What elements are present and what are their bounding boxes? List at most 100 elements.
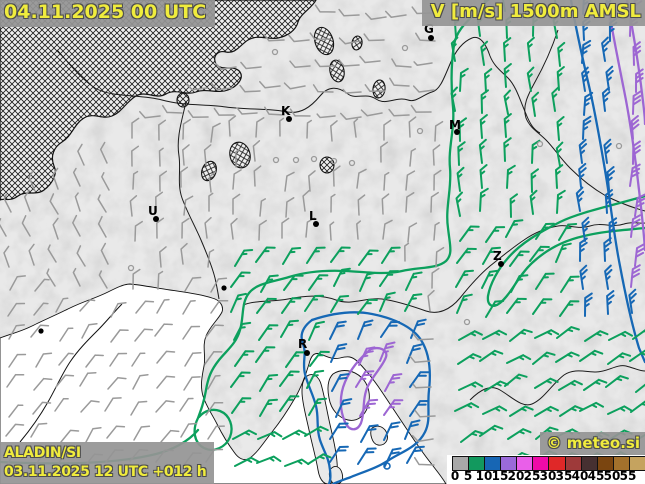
wind-barb bbox=[230, 292, 247, 313]
wind-barb bbox=[79, 371, 97, 387]
wind-barb bbox=[357, 298, 378, 315]
wind-barb bbox=[8, 353, 27, 368]
wind-barb bbox=[604, 264, 613, 290]
wind-barb bbox=[414, 409, 436, 418]
wind-barb bbox=[630, 400, 645, 413]
wind-barb bbox=[329, 422, 349, 440]
wind-barb bbox=[503, 113, 512, 138]
wind-barb bbox=[607, 405, 633, 415]
wind-barb bbox=[235, 148, 241, 168]
wind-barb bbox=[628, 288, 637, 314]
wind-barb bbox=[283, 82, 306, 90]
wind-barb bbox=[99, 141, 108, 164]
wind-barb bbox=[279, 395, 300, 412]
wind-barb bbox=[282, 247, 302, 265]
legend-tick-value: 5 bbox=[463, 469, 473, 483]
wind-barb bbox=[207, 374, 221, 390]
wind-barb bbox=[606, 166, 615, 191]
wind-barb bbox=[155, 400, 175, 413]
wind-barb bbox=[182, 299, 196, 315]
wind-barb bbox=[30, 324, 50, 338]
calm-wind-circle bbox=[615, 142, 623, 150]
wind-barb bbox=[214, 62, 237, 70]
wind-barb bbox=[579, 264, 588, 290]
variable-level-label: V [m/s] 1500m AMSL bbox=[421, 0, 645, 26]
wind-barb bbox=[256, 455, 282, 464]
wind-barb bbox=[526, 66, 535, 92]
wind-barb bbox=[338, 59, 360, 67]
wind-barb bbox=[330, 246, 351, 263]
wind-barb bbox=[632, 90, 642, 115]
wind-barb bbox=[252, 140, 261, 162]
wind-barb bbox=[583, 378, 608, 391]
wind-barb bbox=[383, 171, 390, 191]
wind-barb bbox=[359, 55, 381, 64]
legend-color-cell bbox=[612, 457, 629, 470]
wind-barb bbox=[259, 374, 279, 392]
wind-barb bbox=[77, 143, 85, 166]
wind-barb bbox=[228, 115, 237, 137]
wind-barb bbox=[180, 166, 189, 188]
wind-barb bbox=[305, 217, 316, 238]
wind-barb bbox=[353, 118, 359, 138]
wind-barb bbox=[359, 271, 376, 292]
wind-barb bbox=[605, 65, 614, 91]
wind-barb bbox=[109, 352, 128, 367]
wind-barb bbox=[28, 169, 36, 192]
wind-barb bbox=[281, 217, 290, 239]
wind-barb bbox=[404, 419, 421, 440]
wind-barb bbox=[556, 189, 566, 214]
wind-barb bbox=[184, 351, 202, 367]
wind-barb bbox=[314, 59, 336, 68]
wind-barb bbox=[456, 293, 473, 314]
wind-barb bbox=[131, 145, 140, 167]
wind-barb bbox=[213, 107, 235, 116]
wind-barb bbox=[381, 193, 390, 215]
city-dot bbox=[498, 261, 504, 267]
wind-barb bbox=[72, 214, 81, 237]
wind-barb bbox=[0, 218, 7, 237]
wind-barb bbox=[479, 114, 488, 139]
city-dot bbox=[428, 35, 434, 41]
wind-barb bbox=[433, 169, 442, 191]
wind-barb bbox=[205, 324, 224, 338]
wind-barb bbox=[131, 117, 140, 139]
wind-barb bbox=[182, 144, 190, 166]
wind-barb bbox=[412, 85, 435, 93]
wind-barb bbox=[98, 270, 108, 289]
wind-barb bbox=[630, 214, 641, 238]
wind-barb bbox=[285, 197, 295, 218]
wind-barb bbox=[432, 144, 441, 166]
wind-barb bbox=[379, 270, 400, 287]
city-label: Z bbox=[493, 249, 502, 263]
wind-barb bbox=[187, 110, 209, 119]
wind-barb bbox=[60, 429, 80, 443]
wind-barb bbox=[456, 166, 465, 192]
wind-barb bbox=[47, 244, 57, 263]
wind-barb bbox=[156, 375, 176, 389]
wind-barb bbox=[329, 320, 347, 340]
wind-barb bbox=[180, 422, 198, 438]
wind-barb bbox=[460, 430, 484, 443]
wind-barb bbox=[412, 383, 432, 389]
wind-barb bbox=[555, 164, 564, 189]
wind-barb bbox=[55, 374, 75, 388]
legend-color-cell bbox=[564, 457, 581, 470]
wind-barb bbox=[110, 301, 127, 318]
wind-barb bbox=[409, 355, 431, 364]
wind-barb bbox=[530, 168, 539, 193]
wind-barb bbox=[253, 165, 262, 187]
legend-color-cell bbox=[548, 457, 565, 470]
wind-barb bbox=[282, 429, 307, 440]
wind-barb bbox=[404, 242, 410, 262]
wind-barb bbox=[555, 351, 580, 363]
calm-wind-circle bbox=[330, 157, 338, 165]
wind-barb bbox=[357, 447, 377, 465]
wind-barb bbox=[608, 217, 618, 242]
wind-barb bbox=[52, 167, 59, 190]
city-label: U bbox=[148, 204, 158, 218]
wind-barb bbox=[578, 138, 588, 164]
wind-barb bbox=[309, 350, 330, 367]
wind-barb bbox=[279, 370, 300, 387]
wind-barb bbox=[356, 168, 367, 189]
